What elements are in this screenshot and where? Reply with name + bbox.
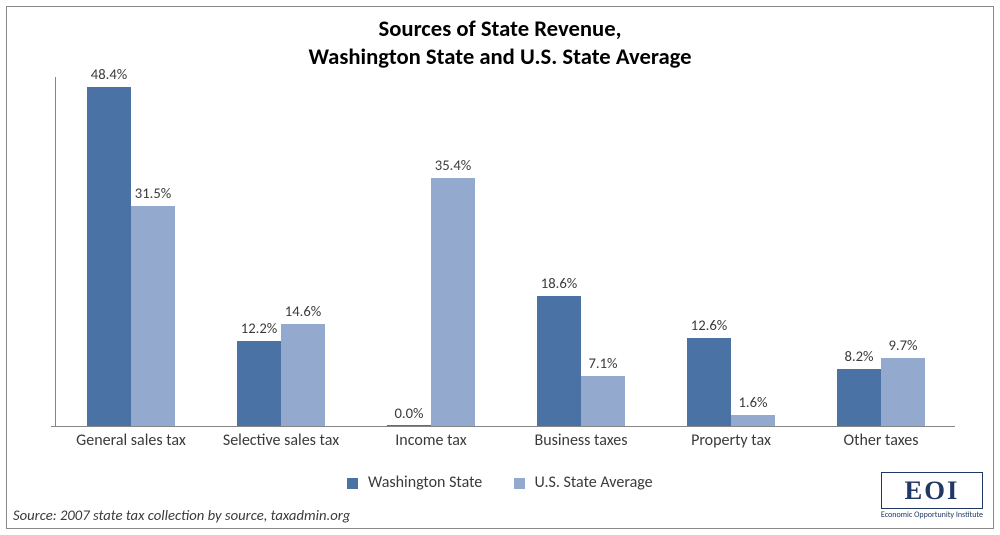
logo: EOI Economic Opportunity Institute	[881, 472, 983, 520]
bar	[431, 178, 475, 426]
legend-swatch-1	[514, 478, 525, 489]
bar-value-label: 31.5%	[123, 184, 183, 202]
legend-label-1: U.S. State Average	[535, 473, 653, 492]
bar-value-label: 12.2%	[229, 319, 289, 337]
bar	[731, 415, 775, 426]
bar	[237, 341, 281, 426]
bar	[87, 87, 131, 426]
legend-swatch-0	[347, 478, 358, 489]
category-label: Business taxes	[506, 431, 656, 450]
bar	[581, 376, 625, 426]
bar-value-label: 14.6%	[273, 302, 333, 320]
bar-group: 8.2%9.7%Other taxes	[806, 77, 956, 426]
bar-value-label: 18.6%	[529, 274, 589, 292]
bar-value-label: 35.4%	[423, 156, 483, 174]
category-label: Income tax	[356, 431, 506, 450]
plot-area: 48.4%31.5%General sales tax12.2%14.6%Sel…	[55, 77, 955, 427]
bar-value-label: 0.0%	[379, 404, 439, 422]
bar-value-label: 48.4%	[79, 65, 139, 83]
bar	[881, 358, 925, 426]
legend-label-0: Washington State	[368, 473, 482, 492]
bar-group: 12.6%1.6%Property tax	[656, 77, 806, 426]
chart-frame: Sources of State Revenue, Washington Sta…	[6, 6, 994, 529]
logo-letters: EOI	[881, 472, 983, 509]
title-line-1: Sources of State Revenue,	[7, 15, 993, 43]
logo-subtitle: Economic Opportunity Institute	[881, 510, 983, 520]
legend-item-1: U.S. State Average	[514, 473, 653, 492]
bar-group: 12.2%14.6%Selective sales tax	[206, 77, 356, 426]
bar-group: 0.0%35.4%Income tax	[356, 77, 506, 426]
bar-group: 18.6%7.1%Business taxes	[506, 77, 656, 426]
category-label: General sales tax	[56, 431, 206, 450]
legend: Washington State U.S. State Average	[7, 473, 993, 492]
bar-group: 48.4%31.5%General sales tax	[56, 77, 206, 426]
bar	[687, 338, 731, 426]
legend-item-0: Washington State	[347, 473, 482, 492]
bar-value-label: 12.6%	[679, 316, 739, 334]
bar	[837, 369, 881, 426]
title-line-2: Washington State and U.S. State Average	[7, 43, 993, 71]
category-label: Property tax	[656, 431, 806, 450]
category-label: Selective sales tax	[206, 431, 356, 450]
bar-value-label: 1.6%	[723, 393, 783, 411]
bar-value-label: 9.7%	[873, 336, 933, 354]
source-note: Source: 2007 state tax collection by sou…	[13, 506, 350, 524]
bar	[131, 206, 175, 427]
bar-value-label: 7.1%	[573, 354, 633, 372]
chart-title: Sources of State Revenue, Washington Sta…	[7, 7, 993, 72]
bar	[387, 425, 431, 426]
category-label: Other taxes	[806, 431, 956, 450]
bar	[281, 324, 325, 426]
